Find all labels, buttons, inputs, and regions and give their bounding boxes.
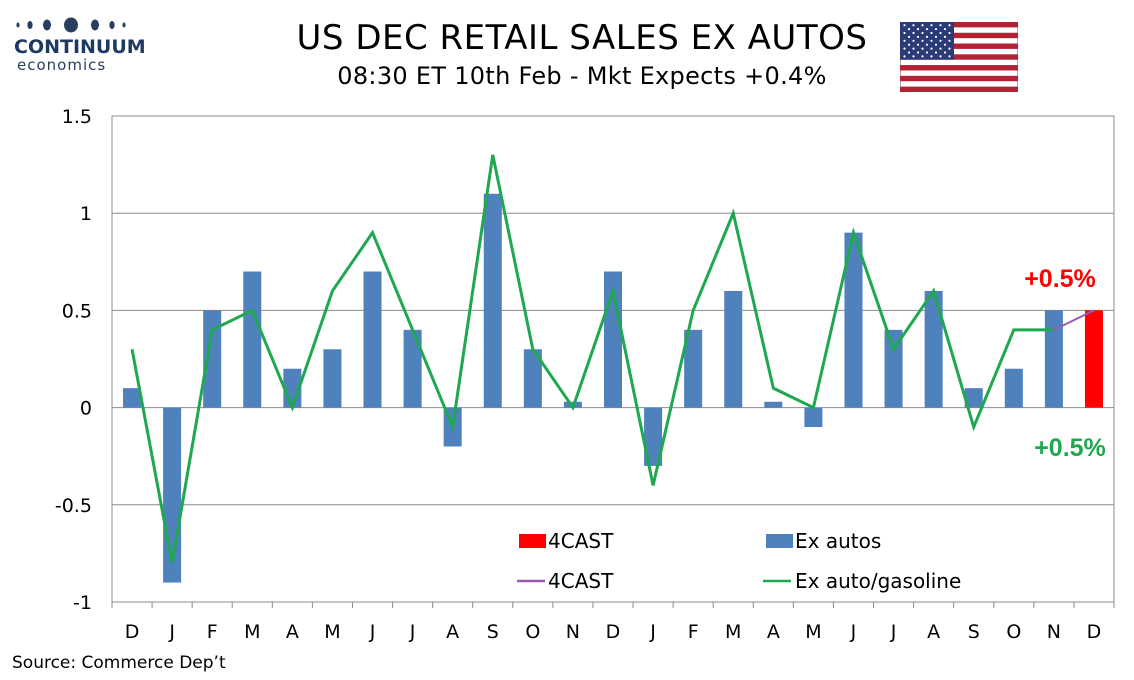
- us-flag-icon: [900, 22, 1018, 92]
- bars: [123, 193, 1103, 583]
- ex-autos-bar: [243, 271, 262, 408]
- x-tick-label: A: [767, 621, 780, 643]
- ex-autos-bar: [403, 329, 422, 408]
- legend-4cast-line-label: 4CAST: [548, 569, 614, 593]
- chart-title: US DEC RETAIL SALES EX AUTOS: [296, 18, 868, 58]
- x-tick-label: O: [525, 621, 540, 643]
- logo-tagline: economics: [17, 56, 107, 74]
- legend-4cast-bar-label: 4CAST: [548, 529, 614, 553]
- ex-autos-bar: [644, 407, 663, 466]
- ex-autos-bar: [924, 290, 943, 408]
- x-tick-label: M: [244, 621, 260, 643]
- x-tick-label: F: [688, 621, 699, 643]
- x-tick-label: D: [125, 621, 140, 643]
- ex-autos-bar: [884, 329, 903, 408]
- y-tick-label: 1.5: [62, 106, 92, 128]
- legend-ex-auto-gasoline-label: Ex auto/gasoline: [795, 569, 961, 593]
- legend-ex-autos-swatch: [766, 534, 793, 548]
- x-tick-label: S: [968, 621, 980, 643]
- y-tick-label: 0: [80, 398, 92, 420]
- ex-autos-bar: [323, 349, 342, 408]
- ex-autos-bar: [523, 349, 542, 408]
- ex-autos-bar: [1004, 368, 1023, 408]
- ex-autos-bar: [123, 388, 142, 408]
- x-tick-label: D: [606, 621, 621, 643]
- ex-autos-bar: [1044, 310, 1063, 408]
- lines: [130, 154, 1095, 564]
- continuum-logo: CONTINUUM economics: [14, 14, 146, 74]
- ex-auto-gasoline-line: [130, 154, 1054, 564]
- forecast-line-annotation: +0.5%: [1034, 434, 1106, 462]
- x-tick-label: N: [566, 621, 580, 643]
- x-tick-label: J: [890, 621, 897, 643]
- x-tick-label: J: [409, 621, 416, 643]
- ex-autos-bar: [684, 329, 703, 408]
- x-tick-label: M: [324, 621, 340, 643]
- x-tick-label: J: [168, 621, 175, 643]
- ex-autos-bar: [804, 407, 823, 428]
- ex-autos-bar: [764, 401, 783, 408]
- x-tick-label: N: [1047, 621, 1061, 643]
- logo-wordmark: CONTINUUM: [14, 36, 146, 58]
- y-axis-ticks: 1.5 1 0.5 0 -0.5 -1: [55, 106, 92, 614]
- ex-autos-bar: [964, 388, 983, 408]
- x-tick-label: F: [207, 621, 218, 643]
- legend: 4CAST Ex autos 4CAST Ex auto/gasoline: [517, 529, 961, 593]
- x-tick-label: J: [369, 621, 376, 643]
- x-tick-label: D: [1087, 621, 1102, 643]
- x-tick-label: M: [725, 621, 741, 643]
- legend-4cast-bar-swatch: [519, 534, 546, 548]
- x-tick-label: A: [446, 621, 459, 643]
- y-tick-label: -1: [73, 592, 92, 614]
- forecast-bar-annotation: +0.5%: [1024, 265, 1096, 293]
- plot-area-border: [111, 115, 1115, 603]
- x-tick-label: A: [927, 621, 940, 643]
- ex-autos-bar: [203, 310, 222, 408]
- ex-autos-bar: [363, 271, 382, 408]
- logo-dots-icon: [16, 17, 126, 33]
- forecast-bar: [1084, 310, 1103, 408]
- x-tick-label: M: [805, 621, 821, 643]
- x-tick-label: O: [1006, 621, 1021, 643]
- x-tick-label: A: [286, 621, 299, 643]
- legend-ex-autos-label: Ex autos: [795, 529, 881, 553]
- y-tick-label: 1: [80, 203, 92, 225]
- ex-autos-bar: [724, 290, 743, 408]
- x-tick-label: J: [850, 621, 857, 643]
- x-tick-label: J: [649, 621, 656, 643]
- y-tick-label: 0.5: [62, 300, 92, 322]
- chart-subtitle: 08:30 ET 10th Feb - Mkt Expects +0.4%: [337, 62, 827, 90]
- source-note: Source: Commerce Dep’t: [12, 653, 226, 673]
- ex-autos-bar: [844, 232, 863, 408]
- forecast-line: [1053, 309, 1095, 331]
- y-tick-label: -0.5: [55, 495, 92, 517]
- x-tick-label: S: [487, 621, 499, 643]
- ex-autos-bar: [483, 193, 502, 408]
